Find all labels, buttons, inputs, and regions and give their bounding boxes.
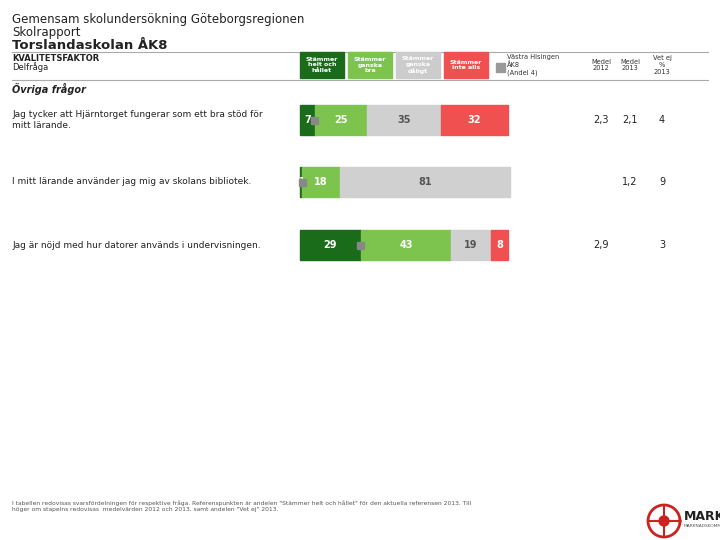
Bar — [340, 167, 510, 197]
Bar — [300, 230, 361, 260]
Bar — [315, 105, 367, 135]
Text: Gemensam skolundersökning Göteborgsregionen: Gemensam skolundersökning Göteborgsregio… — [12, 13, 305, 26]
Text: 4: 4 — [659, 115, 665, 125]
Text: I mitt lärande använder jag mig av skolans bibliotek.: I mitt lärande använder jag mig av skola… — [12, 178, 251, 186]
Text: Jag tycker att Hjärntorget fungerar som ett bra stöd för
mitt lärande.: Jag tycker att Hjärntorget fungerar som … — [12, 110, 263, 130]
Text: KVALITETSFAKTOR: KVALITETSFAKTOR — [12, 54, 99, 63]
Text: 43: 43 — [400, 240, 413, 250]
Text: 1: 1 — [298, 178, 304, 186]
Bar — [441, 105, 508, 135]
Text: Västra Hisingen
ÅK8
(Andel 4): Västra Hisingen ÅK8 (Andel 4) — [507, 55, 559, 76]
Text: Stämmer
inte alls: Stämmer inte alls — [450, 59, 482, 70]
Text: Torslandaskolan ÅK8: Torslandaskolan ÅK8 — [12, 39, 168, 52]
Text: 8: 8 — [496, 240, 503, 250]
Text: 19: 19 — [464, 240, 478, 250]
Text: Stämmer
ganska
bra: Stämmer ganska bra — [354, 57, 386, 73]
Text: Stämmer
ganska
dåligt: Stämmer ganska dåligt — [402, 56, 434, 74]
Bar — [357, 241, 364, 248]
Bar — [299, 179, 305, 186]
Text: 18: 18 — [314, 177, 328, 187]
Circle shape — [659, 516, 669, 526]
Text: Medel
2012: Medel 2012 — [591, 58, 611, 71]
Text: 3: 3 — [659, 240, 665, 250]
Bar — [496, 63, 505, 72]
Text: 9: 9 — [659, 177, 665, 187]
Bar — [300, 52, 344, 78]
Bar — [300, 105, 315, 135]
Text: 81: 81 — [418, 177, 432, 187]
Bar — [396, 52, 440, 78]
Bar — [311, 117, 318, 124]
Text: 29: 29 — [324, 240, 337, 250]
Bar — [444, 52, 488, 78]
Text: I tabellen redovisas svarsfördelningen för respektive fråga. Referenspunkten är : I tabellen redovisas svarsfördelningen f… — [12, 501, 472, 512]
Text: 32: 32 — [467, 115, 481, 125]
Text: Skolrapport: Skolrapport — [12, 26, 81, 39]
Text: MARKÖR: MARKÖR — [684, 510, 720, 523]
Text: 35: 35 — [397, 115, 410, 125]
Text: Övriga frågor: Övriga frågor — [12, 83, 86, 95]
Text: 1,2: 1,2 — [622, 177, 638, 187]
Text: 25: 25 — [334, 115, 348, 125]
Text: Stämmer
helt och
hållet: Stämmer helt och hållet — [306, 57, 338, 73]
Text: Jag är nöjd med hur datorer används i undervisningen.: Jag är nöjd med hur datorer används i un… — [12, 240, 261, 249]
Bar — [451, 230, 491, 260]
Bar — [300, 167, 302, 197]
Bar — [367, 105, 441, 135]
Bar — [348, 52, 392, 78]
Text: Delfråga: Delfråga — [12, 62, 48, 72]
Text: 7: 7 — [304, 115, 311, 125]
Text: Medel
2013: Medel 2013 — [620, 58, 640, 71]
Bar — [302, 167, 340, 197]
Text: 2,3: 2,3 — [593, 115, 608, 125]
Bar — [491, 230, 508, 260]
Text: MARKNADSKOMMUNIKATION: MARKNADSKOMMUNIKATION — [684, 524, 720, 528]
Text: 2,1: 2,1 — [622, 115, 638, 125]
Bar — [361, 230, 451, 260]
Text: Vet ej
%
2013: Vet ej % 2013 — [652, 55, 672, 75]
Text: 2,9: 2,9 — [593, 240, 608, 250]
